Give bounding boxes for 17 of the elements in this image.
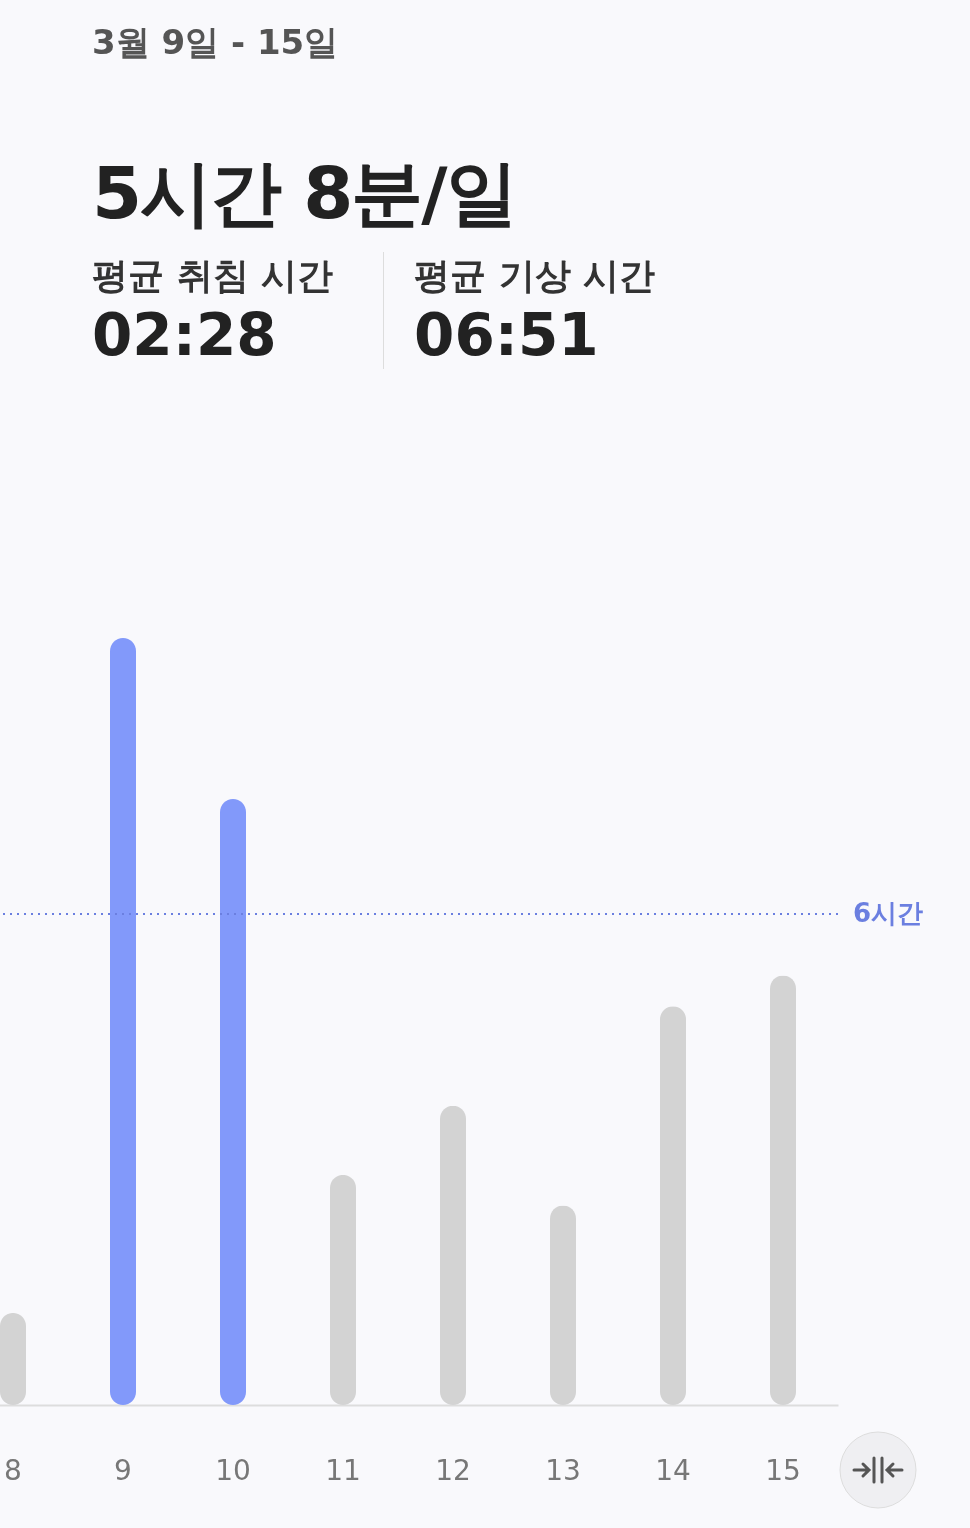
x-tick-label: 8 <box>4 1453 22 1487</box>
x-tick-label: 14 <box>655 1453 691 1487</box>
text: 평균 기상 시간 <box>414 254 656 298</box>
x-tick-label: 12 <box>435 1453 471 1487</box>
x-tick-label: 13 <box>545 1453 581 1487</box>
x-tick-label: 10 <box>215 1453 251 1487</box>
bar <box>110 638 136 1405</box>
chart-title: 3월 9일 - 15일 <box>92 21 340 64</box>
text: 06:51 <box>414 301 600 369</box>
x-tick-label: 9 <box>114 1453 132 1487</box>
x-tick-label: 11 <box>325 1453 361 1487</box>
bar <box>220 799 246 1405</box>
x-tick-label: 15 <box>765 1453 801 1487</box>
ref-line-label: 6시간 <box>853 898 924 929</box>
text: 평균 취침 시간 <box>92 254 334 298</box>
chart-subtitle: 5시간 8분/일 <box>92 150 517 237</box>
text: 02:28 <box>92 301 278 369</box>
